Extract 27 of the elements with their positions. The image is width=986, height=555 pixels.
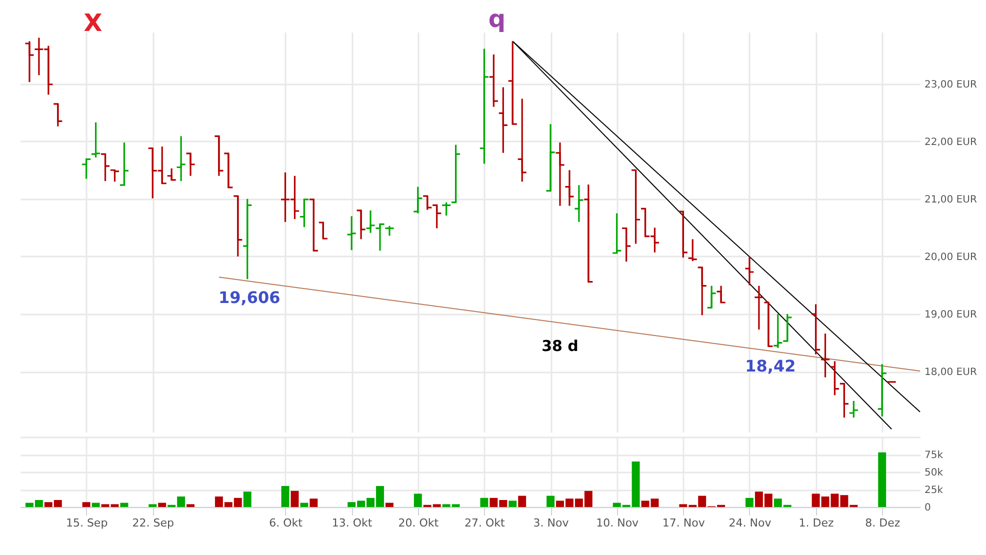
x-tick-label: 15. Sep	[66, 516, 108, 530]
y-tick-label: 19,00 EUR	[924, 310, 977, 321]
y-tick-label: 23,00 EUR	[924, 79, 977, 90]
annotation: q	[488, 5, 506, 33]
annotation: 19,606	[218, 288, 280, 308]
x-tick-label: 17. Nov	[662, 516, 706, 530]
x-tick-label: 1. Dez	[798, 516, 834, 530]
x-tick-label: 6. Okt	[269, 516, 304, 530]
x-tick-label: 27. Okt	[464, 516, 506, 530]
y-tick-label: 21,00 EUR	[924, 194, 977, 206]
annotation: X	[84, 9, 103, 37]
x-tick-label: 8. Dez	[865, 516, 900, 530]
y-tick-label: 22,00 EUR	[924, 136, 977, 148]
y-tick-label: 50k	[924, 468, 944, 478]
x-tick-label: 3. Nov	[533, 516, 570, 530]
x-tick-label: 22. Sep	[132, 516, 174, 530]
y-tick-label: 75k	[924, 450, 944, 461]
x-tick-label: 10. Nov	[596, 516, 640, 530]
y-tick-label: 18,00 EUR	[924, 367, 977, 378]
y-tick-label: 20,00 EUR	[924, 252, 977, 263]
y-tick-label: 25k	[924, 485, 944, 496]
annotation: 38 d	[542, 337, 578, 355]
annotation: 18,42	[745, 356, 796, 376]
x-tick-label: 24. Nov	[728, 516, 772, 530]
x-tick-label: 20. Okt	[398, 516, 440, 530]
x-tick-label: 13. Okt	[332, 516, 373, 530]
y-tick-label: 0	[924, 502, 931, 514]
